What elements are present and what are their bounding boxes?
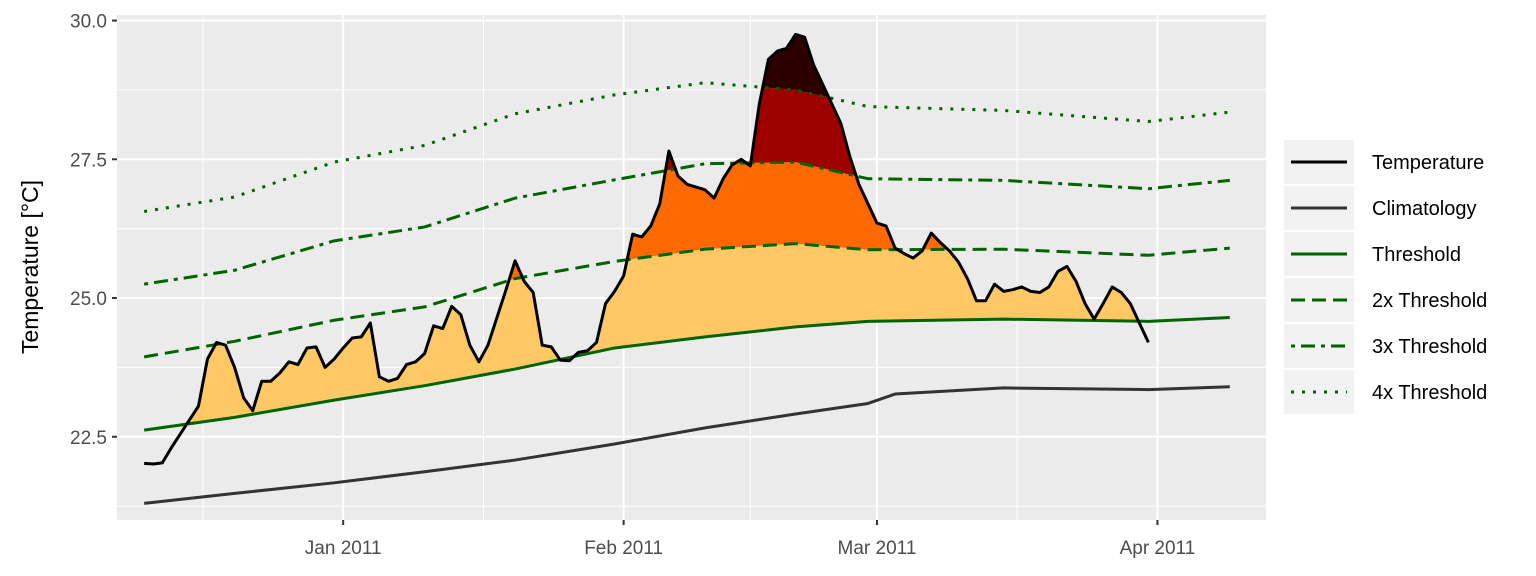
x-tick-label: Apr 2011 bbox=[1120, 538, 1196, 559]
y-axis: 22.5 25.0 27.5 30.0 bbox=[70, 12, 117, 449]
legend: Temperature Climatology Threshold 2x Thresh… bbox=[1284, 140, 1487, 414]
legend-label: 4x Threshold bbox=[1372, 382, 1487, 404]
y-tick-label: 22.5 bbox=[70, 428, 107, 449]
series-line-threshold bbox=[143, 315, 1230, 432]
series-line-temperature bbox=[144, 32, 1150, 466]
legend-label: Climatology bbox=[1372, 198, 1476, 220]
fill-above-2x-threshold bbox=[215, 162, 948, 345]
legend-label: Temperature bbox=[1372, 152, 1484, 174]
legend-label: Threshold bbox=[1372, 244, 1461, 266]
fill-above-4x-threshold bbox=[762, 34, 829, 98]
fill-above-threshold bbox=[187, 243, 1139, 424]
y-tick-label: 25.0 bbox=[70, 289, 107, 310]
fill-above-3x-threshold bbox=[666, 87, 857, 176]
x-tick-label: Mar 2011 bbox=[838, 538, 917, 559]
legend-label: 3x Threshold bbox=[1372, 336, 1487, 358]
series-line-2x-threshold bbox=[143, 242, 1230, 359]
series-line-4x-threshold bbox=[143, 81, 1230, 213]
x-tick-label: Feb 2011 bbox=[584, 538, 663, 559]
y-tick-label: 27.5 bbox=[70, 150, 107, 171]
event-fills bbox=[187, 34, 1139, 424]
x-tick-label: Jan 2011 bbox=[305, 538, 382, 559]
series-line-3x-threshold bbox=[143, 160, 1230, 286]
legend-label: 2x Threshold bbox=[1372, 290, 1487, 312]
y-axis-title: Temperature [°C] bbox=[17, 180, 43, 354]
y-tick-label: 30.0 bbox=[70, 12, 107, 33]
x-axis: Jan 2011 Feb 2011 Mar 2011 Apr 2011 bbox=[305, 520, 1195, 559]
series-lines bbox=[143, 32, 1230, 505]
legend-key-background bbox=[1284, 370, 1354, 414]
series-line-climatology bbox=[143, 385, 1230, 505]
